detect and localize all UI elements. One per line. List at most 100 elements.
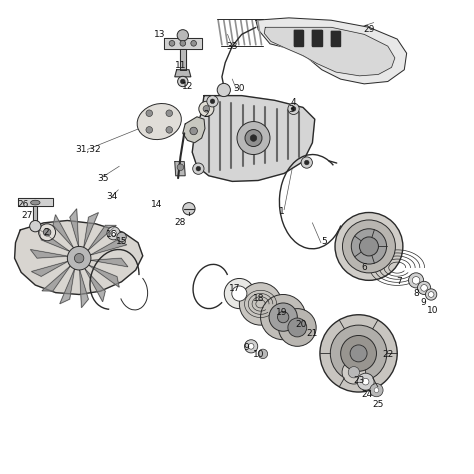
Circle shape [107,227,120,240]
Circle shape [428,292,434,297]
Circle shape [343,220,395,273]
Text: 10: 10 [253,350,264,359]
Text: 31,32: 31,32 [76,146,101,155]
Text: 30: 30 [234,84,245,93]
Polygon shape [331,31,340,46]
Circle shape [166,127,173,133]
Circle shape [224,278,255,309]
Text: 9: 9 [420,299,426,308]
Circle shape [412,277,420,284]
Polygon shape [60,269,74,304]
Text: 27: 27 [22,211,33,220]
Circle shape [169,40,175,46]
Circle shape [370,383,383,397]
Ellipse shape [31,200,40,205]
Polygon shape [70,209,79,246]
Circle shape [67,246,91,270]
Polygon shape [80,270,88,308]
Circle shape [196,166,201,171]
Text: 20: 20 [295,319,306,328]
Circle shape [291,107,296,111]
Circle shape [117,232,126,242]
Polygon shape [53,215,73,248]
Circle shape [269,303,297,331]
Text: 24: 24 [361,391,372,400]
Circle shape [374,388,379,392]
Circle shape [177,30,189,41]
Polygon shape [91,258,128,267]
Circle shape [258,349,268,358]
Text: 33: 33 [227,42,238,51]
Text: 26: 26 [17,200,28,209]
Circle shape [245,129,262,146]
Circle shape [348,366,359,378]
Circle shape [177,164,184,171]
Circle shape [166,110,173,117]
Circle shape [341,336,376,371]
Circle shape [350,345,367,362]
Polygon shape [89,265,119,287]
Circle shape [74,254,84,263]
Text: 2: 2 [43,228,49,237]
Polygon shape [42,266,70,291]
Text: 9: 9 [244,343,249,352]
Polygon shape [293,30,303,46]
Circle shape [178,76,188,87]
Circle shape [362,378,369,385]
Circle shape [418,281,431,294]
Circle shape [245,340,258,353]
Text: 11: 11 [175,61,186,70]
Circle shape [207,96,218,107]
Text: 8: 8 [413,289,419,298]
Circle shape [191,40,197,46]
Circle shape [421,284,428,291]
Circle shape [232,286,247,301]
Circle shape [359,237,378,256]
Text: 34: 34 [107,192,118,201]
Polygon shape [88,225,116,250]
Polygon shape [175,162,185,176]
Polygon shape [164,38,201,48]
Circle shape [239,283,282,325]
Circle shape [181,79,185,84]
Polygon shape [34,206,37,223]
Text: 1: 1 [279,207,285,216]
Polygon shape [264,27,395,76]
Text: 23: 23 [354,376,365,385]
Text: 35: 35 [97,173,109,182]
Polygon shape [15,220,143,294]
Circle shape [199,101,214,117]
Circle shape [330,325,387,382]
Circle shape [277,311,289,323]
Text: 21: 21 [307,329,318,338]
Polygon shape [85,269,105,302]
Text: 3: 3 [288,105,294,114]
Circle shape [30,220,41,232]
Polygon shape [180,48,186,70]
Text: 19: 19 [276,308,288,317]
Circle shape [351,229,387,264]
Polygon shape [31,261,68,276]
Circle shape [193,163,204,174]
Circle shape [288,318,307,337]
Circle shape [342,360,365,384]
Polygon shape [30,249,67,258]
Text: 25: 25 [373,400,384,409]
Circle shape [426,289,437,300]
Text: 17: 17 [229,284,240,293]
Text: 5: 5 [321,237,327,246]
Polygon shape [256,18,407,84]
Polygon shape [312,30,322,46]
Circle shape [146,110,153,117]
Circle shape [43,228,51,236]
Circle shape [203,106,210,112]
Circle shape [250,135,257,141]
Polygon shape [91,240,127,255]
Circle shape [261,294,306,340]
Circle shape [190,127,197,135]
Circle shape [320,315,397,392]
Circle shape [278,309,316,346]
Circle shape [248,344,254,349]
Circle shape [237,121,270,155]
Circle shape [217,83,230,97]
